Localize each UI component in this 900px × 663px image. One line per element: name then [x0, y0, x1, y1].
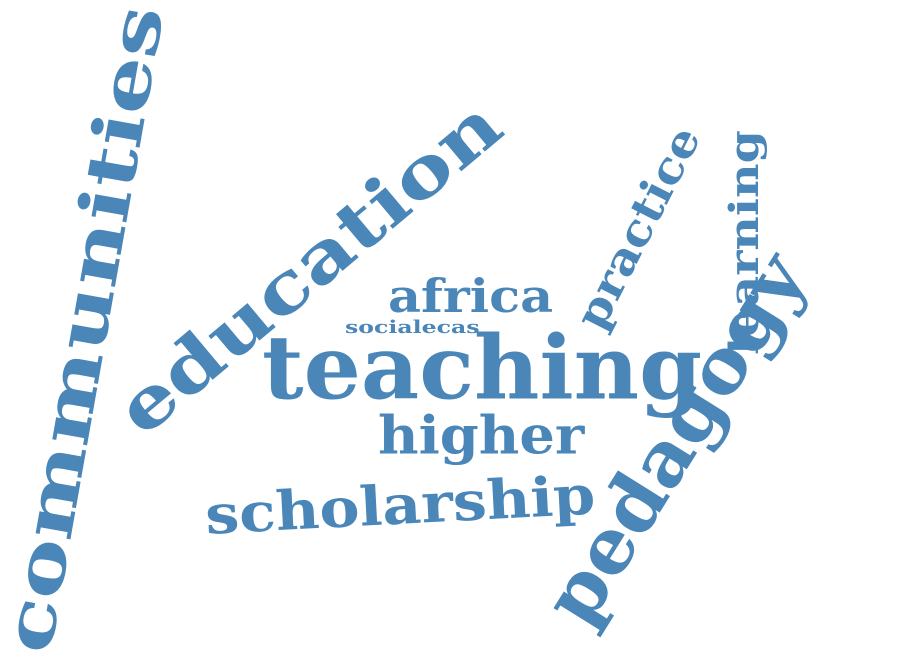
word-communities: communities: [0, 0, 181, 659]
word-higher: higher: [378, 405, 585, 467]
word-teaching: teaching: [262, 315, 703, 420]
word-scholarship: scholarship: [203, 462, 597, 547]
word-africa: africa: [388, 269, 554, 324]
word-practice: practice: [565, 118, 712, 338]
word-socialecas: socialecas: [345, 316, 480, 338]
word-learning: learning: [720, 130, 768, 355]
